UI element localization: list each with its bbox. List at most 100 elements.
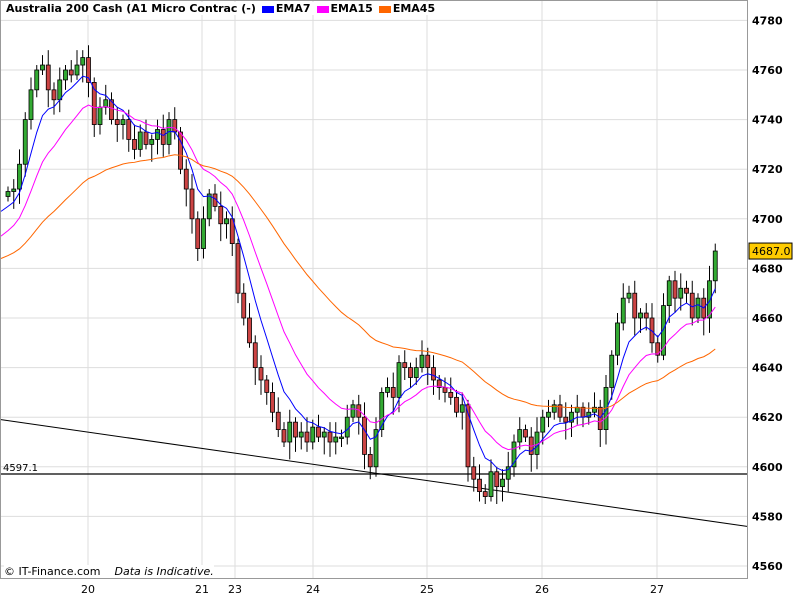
candle-body — [580, 406, 586, 418]
candle-body — [488, 471, 494, 497]
x-tick-label: 21 — [195, 583, 209, 596]
candle-body — [454, 396, 459, 413]
support-label: 4597.1 — [3, 463, 38, 474]
candle-body — [638, 312, 643, 319]
candle-body — [304, 431, 310, 443]
candle-body — [672, 280, 678, 299]
candle-body — [563, 416, 569, 423]
candle-body — [517, 429, 523, 443]
candle-body — [442, 387, 448, 393]
candle-body — [396, 362, 402, 398]
candle-body — [643, 312, 649, 319]
ema45-line — [0, 154, 716, 410]
candle-body — [523, 429, 528, 438]
x-tick-label: 26 — [535, 583, 549, 596]
candle-body — [270, 391, 275, 413]
candle-body — [126, 119, 132, 140]
candle-body — [413, 367, 419, 378]
x-tick-label: 27 — [650, 583, 664, 596]
candle-body — [68, 69, 74, 76]
candle-body — [155, 129, 160, 140]
candle-body — [86, 57, 91, 83]
candle-body — [597, 406, 603, 430]
candle-body — [344, 416, 350, 438]
candle-body — [264, 379, 270, 393]
candle-body — [178, 131, 183, 170]
candle-body — [390, 387, 396, 398]
y-tick-label: 4620 — [752, 411, 783, 424]
candle-body — [505, 466, 511, 480]
candle-body — [546, 411, 551, 418]
candle-body — [448, 391, 454, 398]
chart-footer: © IT-Finance.com Data is Indicative. — [4, 565, 214, 578]
candle-body — [626, 292, 632, 299]
candle-body — [712, 250, 718, 282]
candle-body — [17, 163, 22, 190]
candle-body — [137, 131, 143, 150]
candle-body — [373, 429, 379, 468]
candle-body — [316, 426, 321, 438]
chart-legend: Australia 200 Cash (A1 Micro Contrac (-)… — [6, 2, 440, 15]
trend-line — [0, 419, 748, 527]
candle-body — [195, 218, 201, 249]
candle-body — [160, 129, 166, 145]
candle-body — [494, 471, 500, 488]
candle-body — [235, 243, 241, 294]
candle-body — [149, 139, 155, 145]
candle-body — [327, 431, 333, 443]
candle-body — [551, 404, 557, 413]
y-tick-label: 4660 — [752, 312, 783, 325]
x-tick-label: 24 — [306, 583, 320, 596]
candle-body — [11, 188, 17, 192]
candle-body — [258, 367, 264, 381]
candle-body — [408, 367, 413, 378]
candle-body — [45, 64, 51, 91]
candle-body — [132, 139, 137, 150]
x-tick-label: 23 — [228, 583, 242, 596]
candle-body — [615, 322, 620, 356]
candle-body — [620, 297, 626, 324]
candle-body — [63, 69, 68, 81]
candle-body — [109, 99, 114, 121]
candle-body — [459, 404, 465, 413]
candle-body — [28, 89, 34, 120]
candle-body — [74, 64, 80, 76]
candle-body — [218, 205, 224, 225]
last-price-label: 4687.0 — [752, 245, 791, 258]
candle-body — [183, 168, 189, 190]
candle-body — [500, 478, 505, 488]
candle-body — [569, 411, 574, 423]
candle-body — [425, 354, 431, 369]
y-tick-label: 4720 — [752, 163, 783, 176]
y-tick-label: 4740 — [752, 114, 783, 127]
candle-body — [114, 119, 120, 125]
candle-body — [310, 426, 316, 443]
candle-body — [22, 119, 28, 165]
legend-ema15: EMA15 — [316, 2, 373, 15]
candle-body — [143, 131, 149, 145]
candle-body — [247, 317, 252, 344]
candle-body — [356, 404, 362, 418]
candle-body — [465, 404, 471, 468]
candle-body — [321, 431, 327, 438]
candle-body — [431, 367, 436, 381]
candle-body — [287, 421, 293, 443]
candle-body — [402, 362, 408, 369]
candle-body — [80, 57, 86, 66]
candle-body — [201, 218, 206, 249]
candle-body — [333, 436, 339, 443]
candle-body — [362, 416, 367, 455]
y-tick-label: 4780 — [752, 14, 783, 27]
candle-body — [477, 478, 482, 493]
candle-body — [5, 191, 11, 197]
legend-ema45: EMA45 — [378, 2, 435, 15]
candle-body — [206, 193, 212, 220]
candle-body — [51, 89, 57, 101]
instrument-title: Australia 200 Cash (A1 Micro Contrac (-) — [6, 2, 256, 15]
candle-body — [655, 342, 661, 356]
y-tick-label: 4700 — [752, 213, 783, 226]
candle-body — [684, 287, 689, 294]
ema15-swatch-icon — [316, 5, 329, 13]
last-price-tag — [748, 242, 793, 260]
